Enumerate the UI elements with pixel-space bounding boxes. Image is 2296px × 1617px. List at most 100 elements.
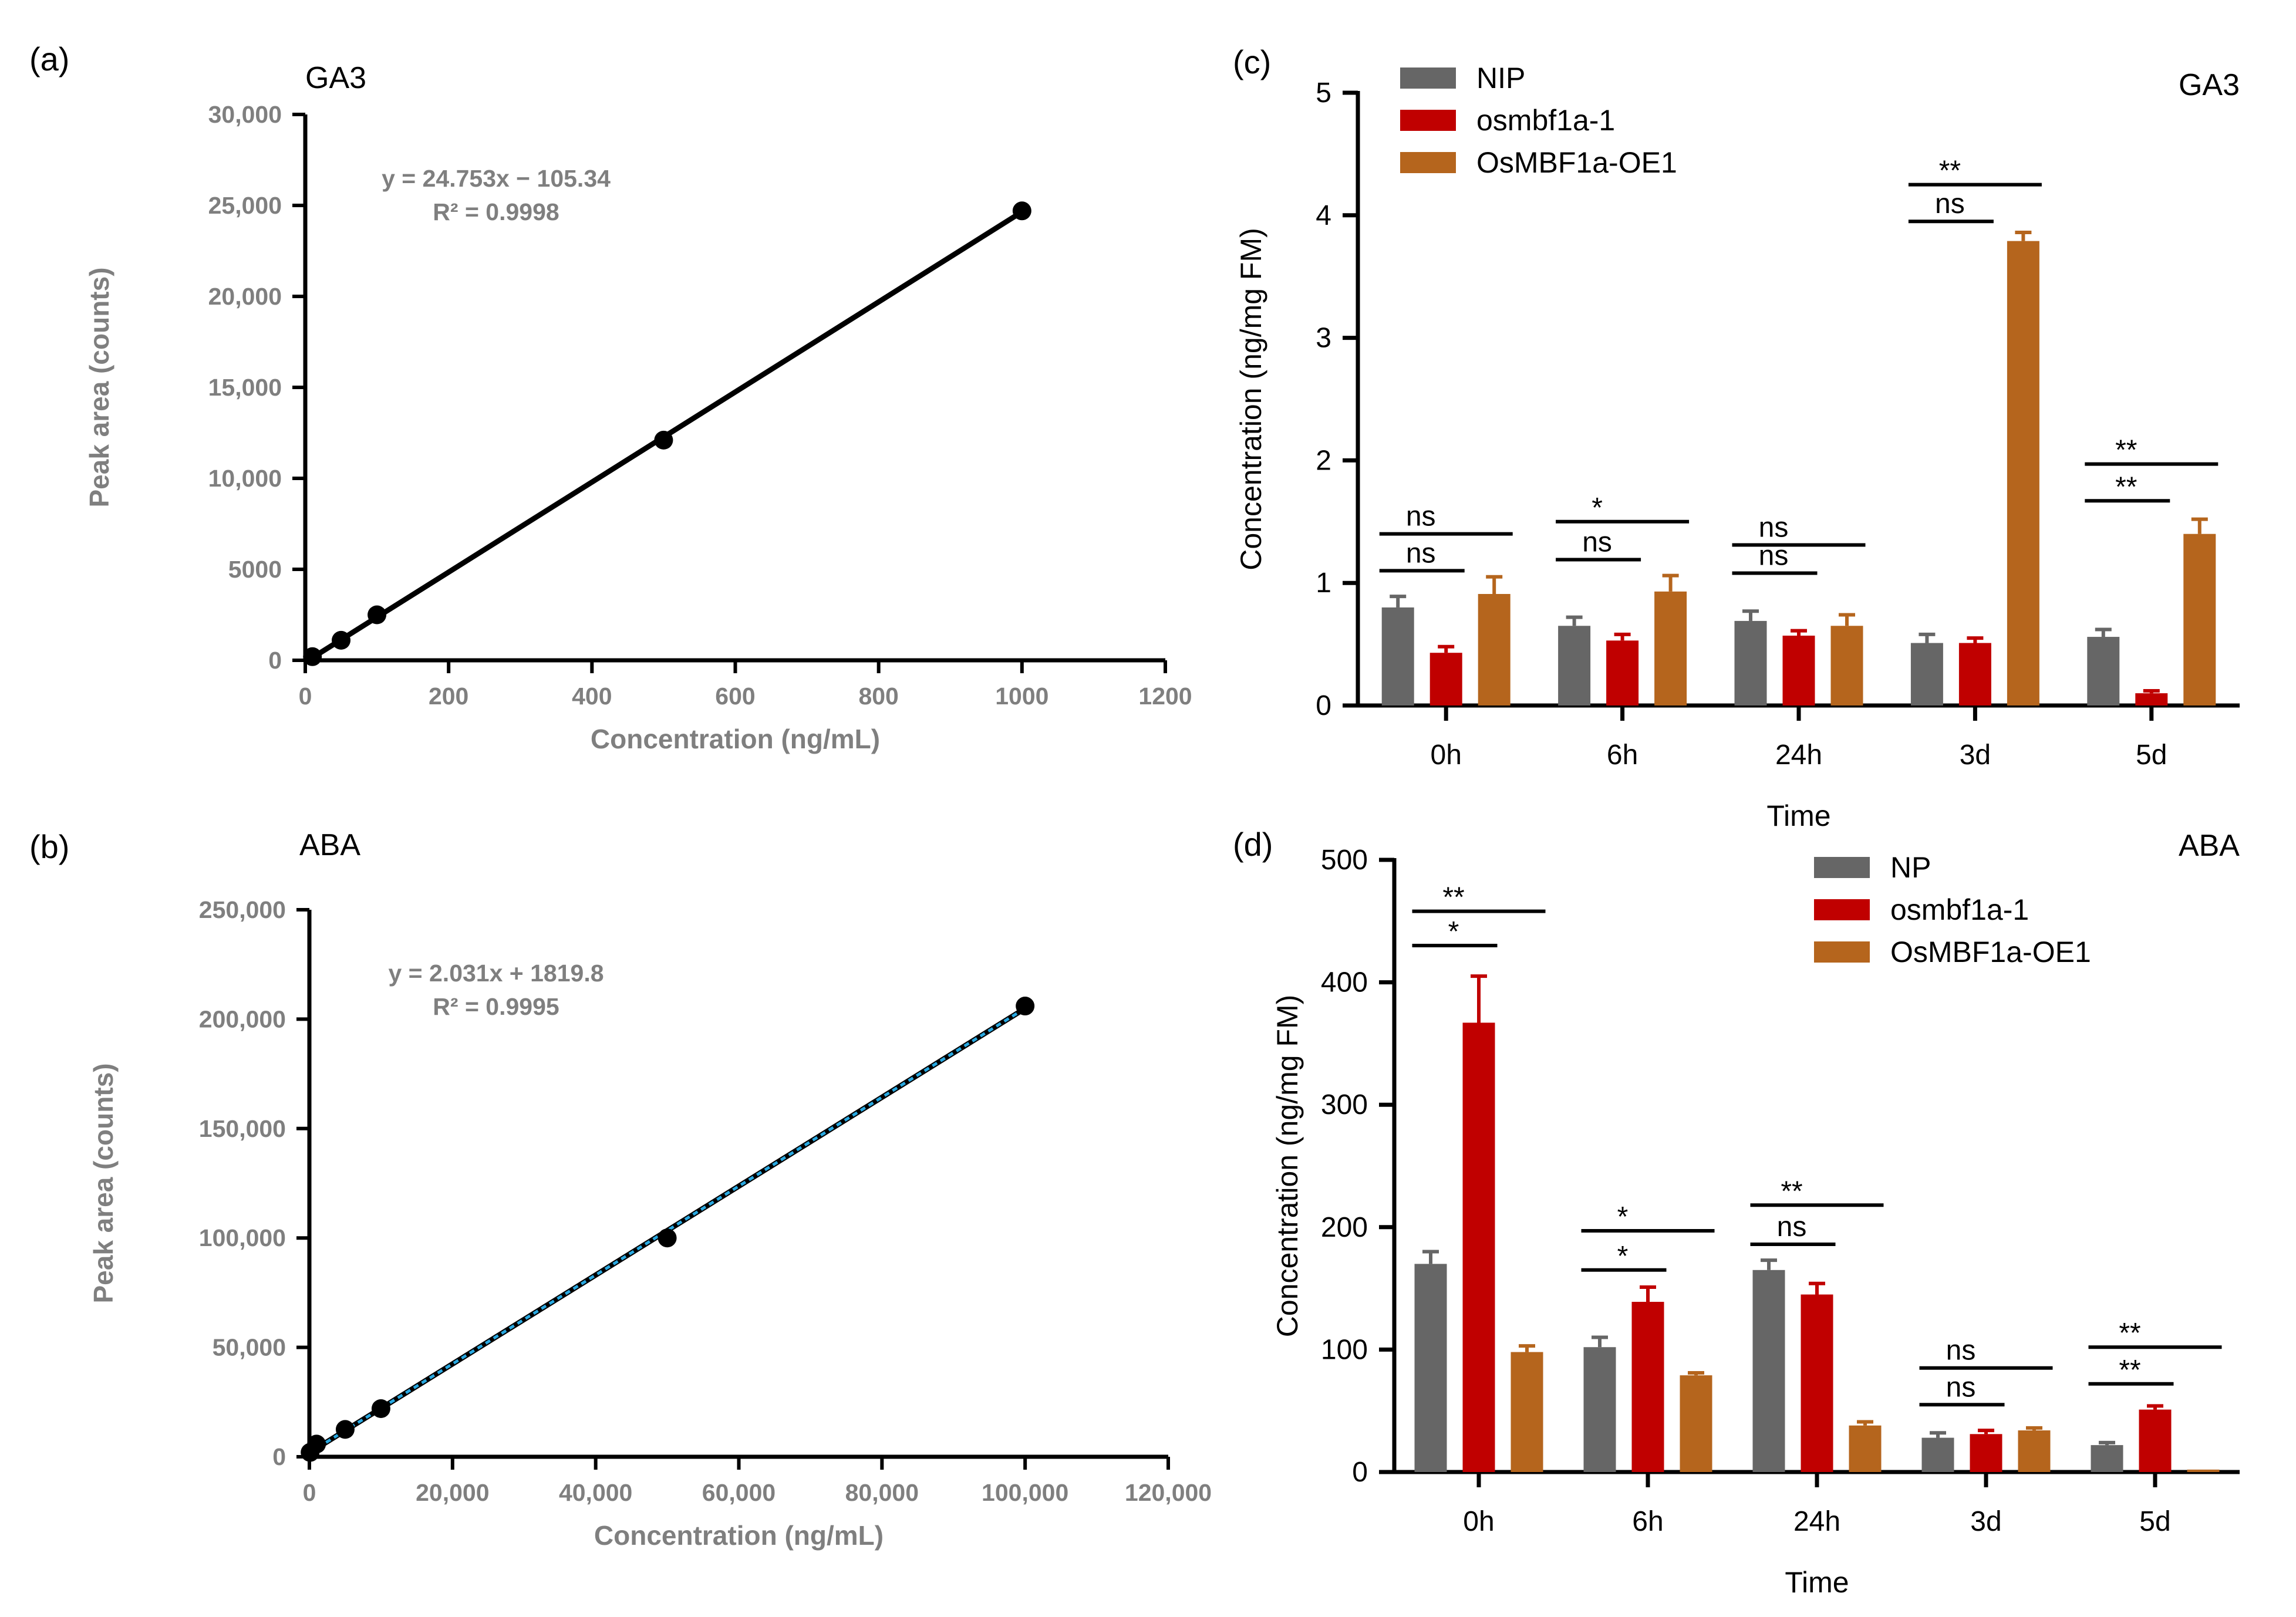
legend-label: osmbf1a-1 xyxy=(1890,893,2029,926)
bar-osmbf1a-1 xyxy=(1606,640,1639,705)
bar-osmbf1a-1 xyxy=(1801,1294,1833,1472)
bar-np xyxy=(2091,1445,2123,1472)
x-tick-label: 3d xyxy=(1970,1506,2001,1537)
significance-label: ns xyxy=(1406,538,1436,569)
data-point xyxy=(332,630,351,650)
y-tick-label: 5 xyxy=(1316,77,1331,109)
panel-d-bar-aba: (d) ABA 0 100 200 300 400 500 0h 6h 24h 3d 5d Time Con… xyxy=(1233,826,2240,1599)
significance-label: * xyxy=(1448,916,1459,947)
bar-osmbf1a-oe1 xyxy=(1511,1352,1543,1472)
bar-nip xyxy=(1910,643,1943,705)
y-tick-label: 0 xyxy=(1352,1457,1368,1488)
bar-osmbf1a-1 xyxy=(2139,1409,2172,1472)
y-tick-label: 30,000 xyxy=(208,101,282,128)
significance-label: ns xyxy=(1582,527,1612,558)
y-axis-label: Peak area (counts) xyxy=(84,267,114,507)
y-tick-label: 300 xyxy=(1321,1089,1368,1120)
bar-osmbf1a-1 xyxy=(1429,653,1462,705)
y-tick-label: 100 xyxy=(1321,1334,1368,1365)
significance-label: ns xyxy=(1777,1211,1807,1243)
panel-label: (c) xyxy=(1233,43,1271,80)
y-tick-label: 0 xyxy=(268,647,282,674)
data-point xyxy=(658,1228,677,1248)
y-axis-label: Peak area (counts) xyxy=(88,1063,119,1303)
y-axis-label: Concentration (ng/mg FM) xyxy=(1271,995,1304,1338)
data-point xyxy=(1016,997,1035,1016)
legend-swatch xyxy=(1400,110,1456,131)
bar-np xyxy=(1414,1264,1447,1472)
bar-osmbf1a-oe1 xyxy=(1680,1375,1712,1472)
bar-osmbf1a-1 xyxy=(2135,693,2168,705)
x-tick-label: 24h xyxy=(1793,1506,1840,1537)
bar-osmbf1a-1 xyxy=(1782,635,1815,705)
legend-label: osmbf1a-1 xyxy=(1476,104,1615,137)
x-tick-label: 6h xyxy=(1632,1506,1663,1537)
bar-osmbf1a-1 xyxy=(1462,1022,1495,1472)
x-tick-label: 600 xyxy=(715,683,755,710)
x-tick-label: 60,000 xyxy=(702,1479,776,1506)
panel-a-calibration-ga3: (a) GA3 0 5000 10,000 15,000 20,000 25,000 30,00… xyxy=(29,40,1192,754)
data-point xyxy=(654,430,673,450)
x-tick-label: 400 xyxy=(572,683,612,710)
x-tick-label: 20,000 xyxy=(416,1479,489,1506)
legend-swatch xyxy=(1814,857,1870,878)
y-tick-label: 3 xyxy=(1316,323,1331,354)
significance-label: ** xyxy=(2115,435,2137,466)
x-tick-label: 24h xyxy=(1775,740,1822,771)
bar-nip xyxy=(1734,620,1767,705)
chart-title: GA3 xyxy=(305,61,366,95)
significance-label: ** xyxy=(1442,882,1464,913)
y-tick-label: 4 xyxy=(1316,200,1331,231)
x-tick-label: 100,000 xyxy=(982,1479,1068,1506)
bar-np xyxy=(1583,1347,1616,1472)
data-point xyxy=(335,1420,355,1439)
bar-nip xyxy=(1381,607,1414,705)
x-tick-label: 5d xyxy=(2136,740,2167,771)
bar-osmbf1a-1 xyxy=(1970,1434,2002,1472)
y-tick-label: 0 xyxy=(272,1443,286,1470)
bar-nip xyxy=(2087,637,2120,705)
panel-label: (a) xyxy=(29,40,69,77)
data-point xyxy=(307,1434,326,1454)
legend-swatch xyxy=(1814,941,1870,963)
y-tick-label: 25,000 xyxy=(208,192,282,219)
x-tick-label: 0 xyxy=(299,683,312,710)
significance-label: ** xyxy=(2115,471,2137,502)
x-tick-label: 200 xyxy=(429,683,468,710)
legend-label: OsMBF1a-OE1 xyxy=(1476,146,1677,179)
x-tick-label: 3d xyxy=(1960,740,1991,771)
data-point xyxy=(303,647,322,666)
significance-label: * xyxy=(1592,492,1603,524)
x-axis-label: Time xyxy=(1785,1566,1849,1599)
significance-label: * xyxy=(1617,1241,1629,1272)
y-tick-label: 10,000 xyxy=(208,465,282,492)
significance-label: ns xyxy=(1935,188,1965,220)
y-axis-label: Concentration (ng/mg FM) xyxy=(1235,228,1267,570)
y-tick-label: 200,000 xyxy=(199,1005,286,1032)
significance-label: ns xyxy=(1406,501,1436,532)
legend-label: OsMBF1a-OE1 xyxy=(1890,936,2091,968)
y-tick-label: 50,000 xyxy=(213,1334,286,1361)
panel-c-bar-ga3: (c) GA3 0 1 2 3 4 5 0h 6h 24h 3d 5d Time Concentration… xyxy=(1233,43,2240,832)
panel-label: (b) xyxy=(29,828,69,865)
significance-label: ns xyxy=(1946,1335,1976,1366)
legend-label: NP xyxy=(1890,851,1931,884)
legend-swatch xyxy=(1814,899,1870,920)
data-point xyxy=(1012,201,1031,221)
y-tick-label: 5000 xyxy=(228,556,282,583)
x-tick-label: 1000 xyxy=(995,683,1048,710)
y-tick-label: 20,000 xyxy=(208,283,282,310)
x-tick-label: 120,000 xyxy=(1125,1479,1212,1506)
x-tick-label: 40,000 xyxy=(559,1479,632,1506)
x-axis-label: Time xyxy=(1766,799,1830,832)
bar-osmbf1a-oe1 xyxy=(2187,1469,2220,1472)
fit-equation: y = 24.753x − 105.34 xyxy=(382,165,611,192)
bar-osmbf1a-oe1 xyxy=(2018,1430,2051,1472)
y-tick-label: 500 xyxy=(1321,845,1368,876)
y-tick-label: 250,000 xyxy=(199,896,286,923)
r-squared: R² = 0.9995 xyxy=(433,993,559,1020)
significance-label: ** xyxy=(2119,1318,2140,1349)
significance-label: ** xyxy=(2119,1355,2140,1386)
significance-label: ns xyxy=(1946,1372,1976,1403)
y-tick-label: 150,000 xyxy=(199,1115,286,1142)
